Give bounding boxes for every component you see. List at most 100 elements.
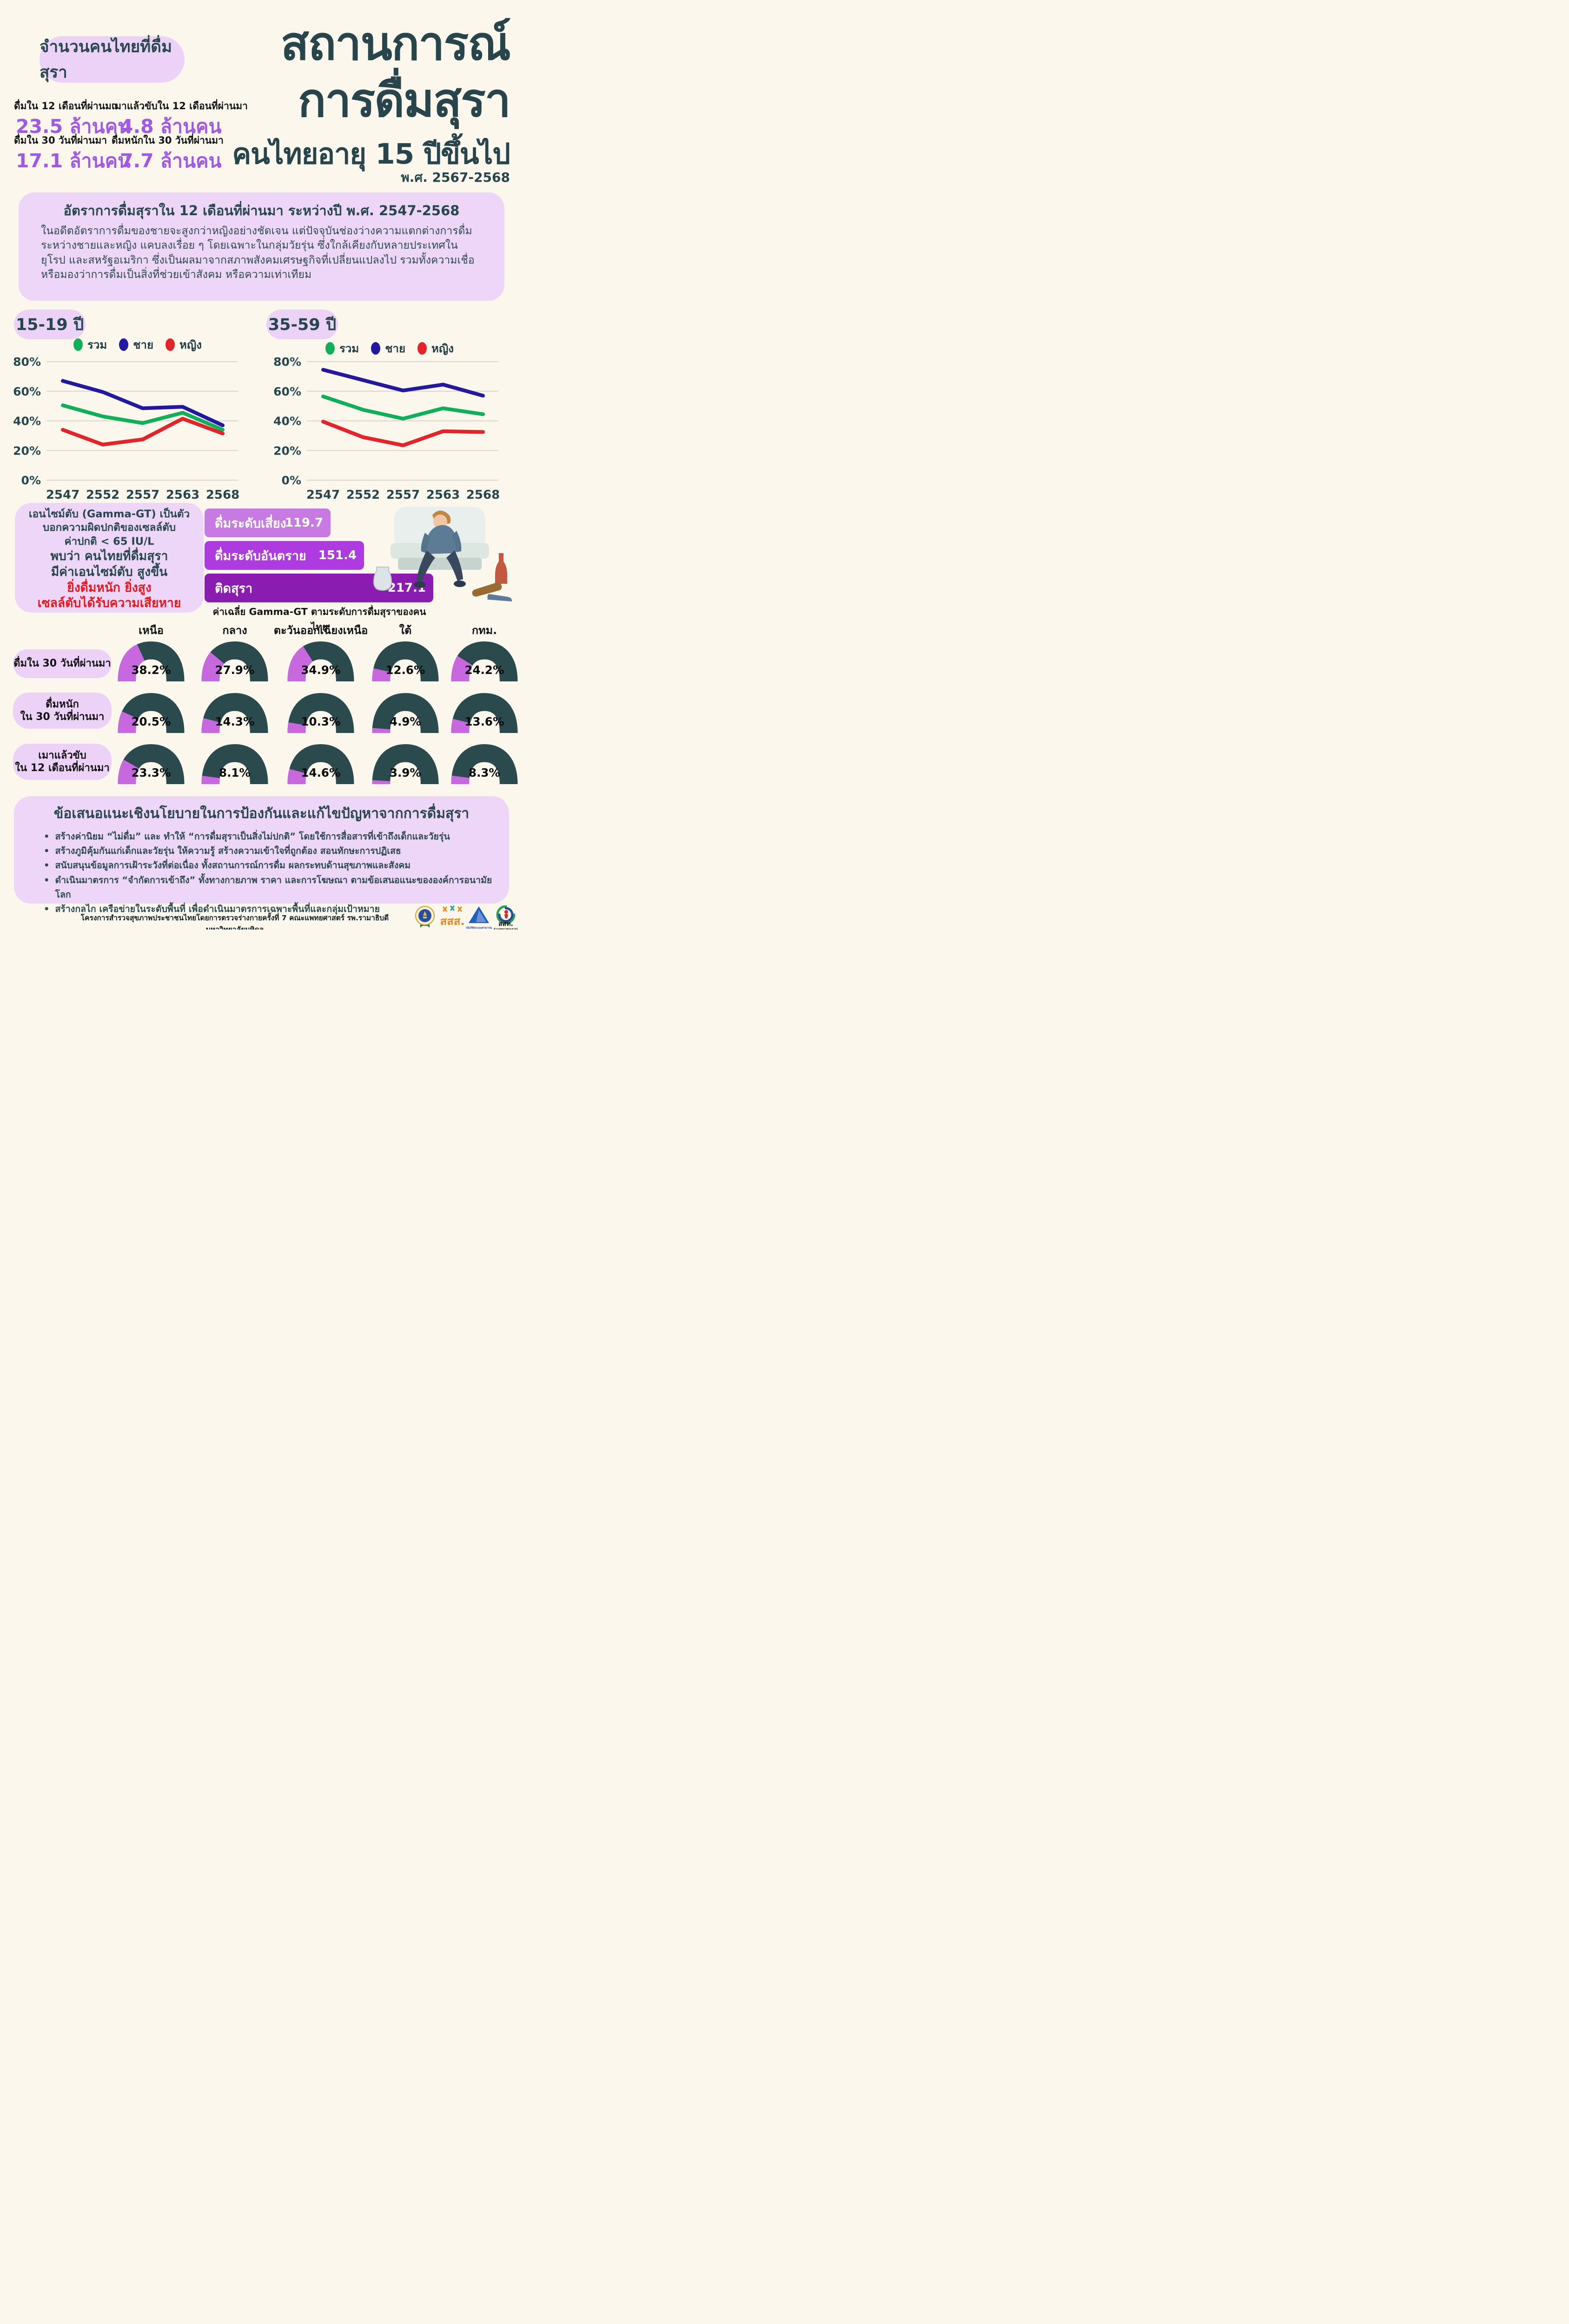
ssot-person-body: [504, 914, 508, 918]
legend-chart-35-59: รวม ชาย หญิง: [325, 339, 454, 357]
person-leg-left: [417, 550, 435, 582]
x-axis-tick-label: 2547: [306, 488, 340, 502]
policy-bullet-text: ดำเนินมาตรการ “จำกัดการเข้าถึง” ทั้งทางก…: [55, 874, 492, 900]
region-header-south: ใต้: [399, 624, 412, 637]
gauge-value-label: 20.5%: [131, 715, 171, 728]
arch-gauge-กลาง: [201, 693, 268, 733]
gauge-track: [287, 744, 354, 784]
gauge-fill: [118, 641, 185, 681]
gamma-text-line: เอนไซม์ตับ (Gamma-GT) เป็นตัว: [28, 508, 190, 520]
nhes-ssot-logo: สสท. การสำรวจสุขภาพประชาชนไทย: [494, 905, 518, 930]
legend-label-female: หญิง: [179, 338, 202, 351]
drinkers-count-badge: จำนวนคนไทยที่ดื่มสุรา: [40, 36, 185, 83]
policy-bullet-text: สนับสนุนข้อมูลการเฝ้าระวังที่ต่อเนื่อง ท…: [55, 860, 411, 871]
gauge-value-label: 14.6%: [301, 766, 341, 779]
arch-gauge-กทม.: [451, 744, 518, 784]
arch-gauge-ใต้: [372, 641, 439, 681]
x-axis-tick-label: 2547: [46, 488, 79, 502]
region-header-northeast: ตะวันออกเฉียงเหนือ: [273, 624, 368, 637]
arch-gauge-กทม.: [451, 641, 518, 681]
stat-label-30d: ดื่มใน 30 วันที่ผ่านมา: [14, 135, 107, 146]
legend-item: ชาย: [119, 336, 153, 354]
gauge-fill: [118, 693, 185, 733]
infographic-page: จำนวนคนไทยที่ดื่มสุรา ดื่มใน 12 เดือนที่…: [0, 0, 523, 930]
x-axis-tick-label: 2552: [346, 488, 380, 502]
person-head: [433, 515, 447, 528]
y-axis-tick-label: 20%: [13, 444, 41, 457]
intro-box: อัตราการดื่มสุราใน 12 เดือนที่ผ่านมา ระห…: [19, 192, 504, 301]
arch-gauge-ใต้: [372, 693, 439, 733]
legend-dot-male-icon: [371, 342, 381, 355]
gauge-value-label: 3.9%: [390, 766, 421, 779]
hsri-triangle-shade: [476, 910, 486, 922]
legend-label-male: ชาย: [133, 338, 154, 351]
x-axis-tick-label: 2568: [466, 488, 500, 502]
arch-gauge-เหนือ: [118, 693, 185, 733]
gauge-value-label: 38.2%: [131, 663, 171, 677]
stat-value-heavy-30d: 7.7 ล้านคน: [120, 150, 222, 172]
legend-dot-total-icon: [325, 342, 335, 355]
x-axis-tick-label: 2552: [86, 488, 119, 502]
policy-bullet: • สร้างค่านิยม “ไม่ดื่ม” และ ทำให้ “การด…: [44, 829, 495, 844]
region-header-central: กลาง: [222, 624, 247, 637]
policy-bullet: • ดำเนินมาตรการ “จำกัดการเข้าถึง” ทั้งทา…: [44, 873, 495, 902]
stat-label-heavy-30d: ดื่มหนักใน 30 วันที่ผ่านมา: [112, 135, 224, 146]
ssot-green-swirl: [496, 905, 516, 924]
gamma-normal-value: ค่าปกติ < 65 IU/L: [64, 535, 154, 548]
footer-credit-text: โครงการสำรวจสุขภาพประชาชนไทยโดยการตรวจร่…: [80, 914, 389, 930]
ssot-caption: การสำรวจสุขภาพประชาชนไทย: [494, 927, 518, 930]
policy-recommendations-heading: ข้อเสนอแนะเชิงนโยบายในการป้องกันและแก้ไข…: [53, 805, 470, 822]
x-axis-tick-label: 2563: [426, 488, 460, 502]
gamma-bar-harmful: ดื่มระดับอันตราย 151.4: [205, 541, 364, 570]
legend-dot-female-icon: [166, 338, 175, 351]
region-header-north: เหนือ: [139, 624, 164, 637]
thaihealth-sss-logo: สสส.: [441, 905, 464, 928]
legend-dot-total-icon: [73, 338, 83, 351]
gamma-bar-dependent: ติดสุรา 217.1: [205, 574, 433, 602]
person-leg-right: [446, 550, 463, 581]
person-shoe-right: [454, 581, 466, 587]
line-series-ชาย: [61, 379, 225, 428]
policy-bullet-text: สร้างกลไก เครือข่ายในระดับพื้นที่ เพื่อด…: [55, 903, 380, 914]
gamma-bar-risk: ดื่มระดับเสี่ยง 119.7: [205, 508, 331, 537]
arch-gauge-ตะวันออกเฉียงเหนือ: [287, 693, 354, 733]
age-group-badge-15-19-label: 15-19 ปี: [15, 315, 84, 334]
gauge-track: [201, 744, 268, 784]
arch-gauge-กลาง: [201, 641, 268, 681]
gamma-bar-risk-value: 119.7: [285, 516, 323, 530]
bullet-dot-icon: •: [44, 874, 50, 885]
gauge-fill: [118, 744, 185, 784]
age-group-badge-15-19: 15-19 ปี: [14, 310, 86, 339]
gamma-gt-info-box: เอนไซม์ตับ (Gamma-GT) เป็นตัว บอกความผิด…: [15, 503, 204, 613]
gamma-finding-line: มีค่าเอนไซม์ตับ สูงขึ้น: [51, 564, 168, 579]
x-axis-tick-label: 2557: [386, 488, 420, 502]
bullet-dot-icon: •: [44, 860, 50, 871]
blue-bottle-lying: [487, 594, 512, 601]
wine-bottle: [495, 553, 507, 584]
arch-gauge-ตะวันออกเฉียงเหนือ: [287, 641, 354, 681]
gauge-row-label-heavy-30d: ดื่มหนัก ใน 30 วันที่ผ่านมา: [13, 693, 112, 729]
line-chart-age-35-59: 0% 20% 40% 60% 80% 2547 2552 2557 2563 2568: [273, 355, 500, 502]
gamma-warning-line: เซลล์ตับได้รับความเสียหาย: [37, 596, 181, 611]
ssot-blue-swirl: [498, 907, 514, 923]
gauge-track: [451, 693, 518, 733]
gauge-value-label: 23.3%: [131, 766, 171, 779]
gamma-bar-risk-label: ดื่มระดับเสี่ยง: [215, 516, 286, 531]
stat-value-drunk-driving: 4.8 ล้านคน: [120, 115, 222, 138]
gauge-value-label: 10.3%: [301, 715, 341, 728]
drinkers-count-badge-label: จำนวนคนไทยที่ดื่มสุรา: [40, 38, 172, 82]
stat-label-drunk-driving: เมาแล้วขับใน 12 เดือนที่ผ่านมา: [112, 100, 248, 112]
person-jacket: [424, 525, 458, 554]
gamma-finding-line: พบว่า คนไทยที่ดื่มสุรา: [50, 548, 168, 563]
stat-label-12m: ดื่มใน 12 เดือนที่ผ่านมา: [14, 100, 117, 112]
arch-gauge-ใต้: [372, 744, 439, 784]
policy-bullet: • สร้างกลไก เครือข่ายในระดับพื้นที่ เพื่…: [44, 902, 495, 916]
gauge-fill: [451, 641, 518, 681]
stat-value-12m: 23.5 ล้านคน: [16, 115, 131, 138]
hsri-triangle: [469, 906, 489, 923]
page-title-year: พ.ศ. 2567-2568: [401, 170, 510, 185]
gauge-value-label: 8.1%: [219, 766, 251, 779]
gauge-row-label-drunk-driving-12m: เมาแล้วขับ ใน 12 เดือนที่ผ่านมา: [13, 744, 112, 780]
gauge-value-label: 34.9%: [301, 663, 341, 677]
